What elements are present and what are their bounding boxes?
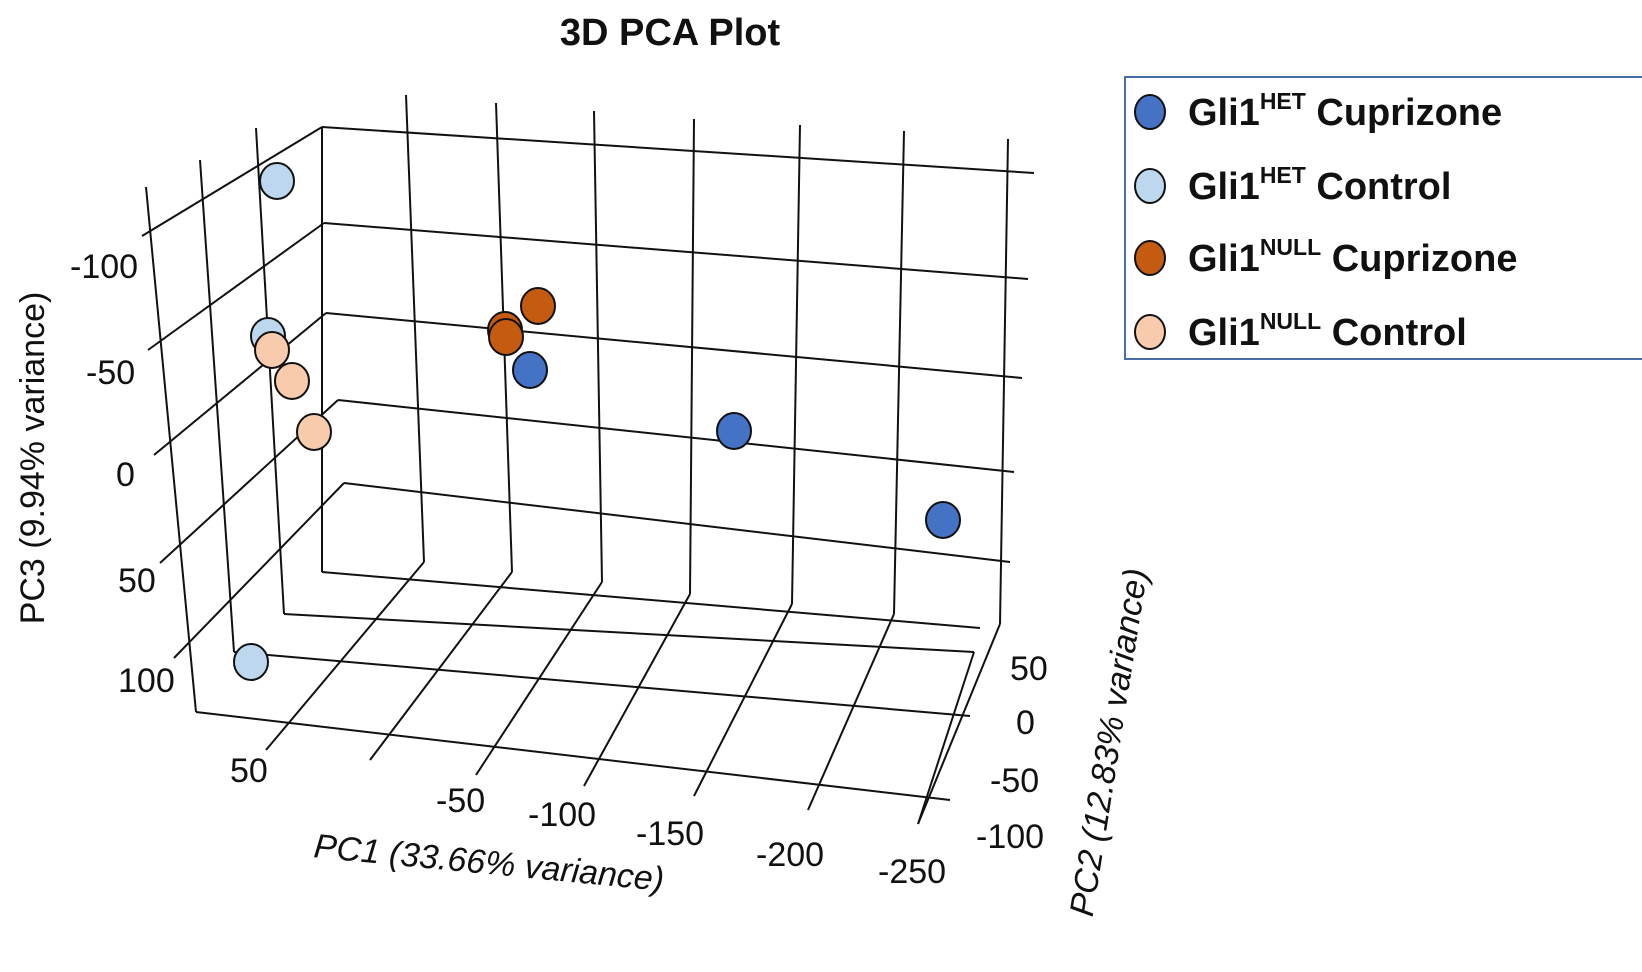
pc1-tick-label: -200 — [756, 836, 824, 874]
data-point-null-control — [254, 331, 290, 369]
pc3-ticks: -100 -50 0 50 100 — [70, 248, 175, 700]
grid-lines — [141, 94, 1035, 825]
pc2-tick-label: 0 — [1016, 704, 1035, 742]
pc3-tick-label: 0 — [116, 456, 135, 494]
legend-label: Gli1HET Cuprizone — [1188, 88, 1502, 134]
pc2-tick-label: -100 — [976, 818, 1044, 856]
legend-marker — [1134, 168, 1166, 204]
pc3-axis-label: PC3 (9.94% variance) — [14, 292, 52, 625]
data-point-het-cuprizone — [925, 501, 961, 539]
pc1-axis-label: PC1 (33.66% variance) — [312, 827, 666, 899]
pc1-ticks: 50 -50 -100 -150 -200 -250 — [230, 752, 946, 891]
pc2-ticks: 50 0 -50 -100 — [976, 650, 1048, 856]
data-point-het-cuprizone — [716, 412, 752, 450]
pc3-tick-label: 100 — [118, 662, 175, 700]
pc1-tick-label: -50 — [436, 782, 485, 820]
pc1-tick-label: -150 — [636, 815, 704, 853]
legend-label: Gli1HET Control — [1188, 162, 1451, 208]
legend-box — [1124, 76, 1642, 360]
data-point-null-cuprizone — [488, 318, 524, 356]
pc1-tick-label: -100 — [528, 796, 596, 834]
chart-title: 3D PCA Plot — [560, 12, 781, 54]
legend: Gli1HET Cuprizone Gli1HET Control Gli1NULL… — [1124, 76, 1642, 360]
pc3-tick-label: 50 — [118, 562, 156, 600]
legend-marker — [1134, 314, 1166, 350]
legend-label: Gli1NULL Cuprizone — [1188, 234, 1517, 280]
legend-marker — [1134, 240, 1166, 276]
pc1-tick-label: 50 — [230, 752, 268, 790]
data-point-null-control — [274, 362, 310, 400]
pc1-tick-label: -250 — [878, 853, 946, 891]
data-points — [233, 162, 961, 681]
pc2-tick-label: -50 — [990, 762, 1039, 800]
legend-label: Gli1NULL Control — [1188, 308, 1467, 354]
data-point-null-cuprizone — [520, 287, 556, 325]
data-point-null-control — [296, 413, 332, 451]
pc2-axis-label: PC2 (12.83% variance) — [1063, 566, 1156, 919]
data-point-het-control — [233, 643, 269, 681]
data-point-het-control — [259, 162, 295, 200]
pc3-tick-label: -50 — [86, 354, 135, 392]
pc2-tick-label: 50 — [1010, 650, 1048, 688]
pc3-tick-label: -100 — [70, 248, 138, 286]
data-point-het-cuprizone — [512, 351, 548, 389]
legend-marker — [1134, 94, 1166, 130]
